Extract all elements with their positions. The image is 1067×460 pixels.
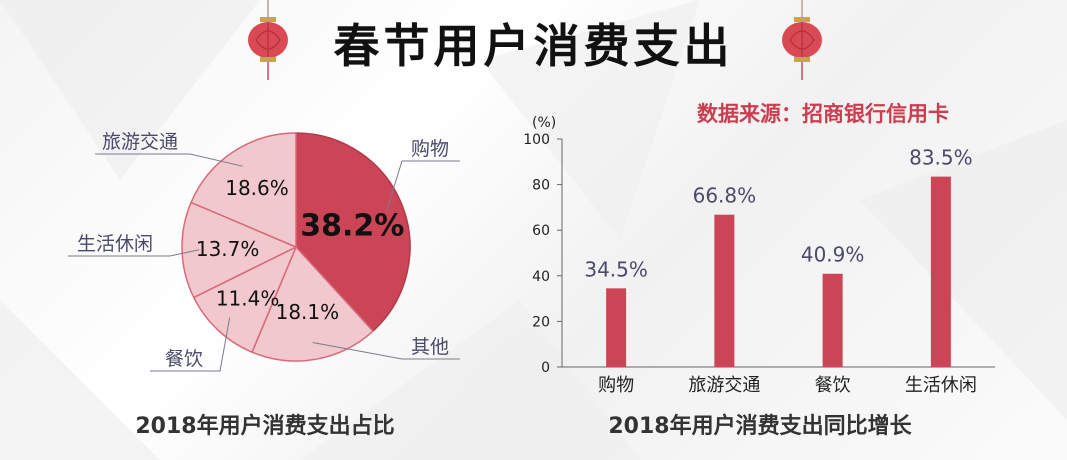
pie-percent-label: 18.1%: [276, 300, 340, 324]
pie-leader-line: [385, 160, 460, 213]
y-axis-unit: (%): [532, 115, 556, 131]
bar-value-label: 40.9%: [801, 243, 865, 267]
pie-category-label: 餐饮: [165, 348, 203, 370]
pie-category-label: 旅游交通: [102, 131, 178, 153]
pie-percent-label: 11.4%: [216, 287, 280, 311]
pie-leader-line: [150, 317, 231, 372]
pie-category-label: 生活休闲: [77, 233, 153, 255]
y-tick-label: 80: [532, 178, 550, 194]
bar: [714, 214, 735, 367]
pie-slice: [181, 201, 298, 299]
bar: [930, 176, 951, 367]
bar-chart-title: 2018年用户消费支出同比增长: [608, 414, 912, 439]
x-tick-label: 购物: [598, 375, 634, 396]
y-tick-label: 20: [532, 314, 550, 330]
lantern-icon: [772, 0, 832, 85]
x-tick-label: 生活休闲: [905, 375, 977, 396]
pie-percent-label: 38.2%: [300, 209, 404, 244]
pie-slice: [192, 245, 298, 354]
pie-chart: 38.2% 购物 18.1% 其他 11.4% 餐饮 13.7% 生活休闲 18.6% 旅游交通: [68, 131, 460, 372]
x-tick-label: 餐饮: [815, 375, 851, 396]
pie-leader-line: [312, 341, 460, 360]
lantern-icon: [238, 0, 298, 85]
y-tick-label: 100: [523, 132, 550, 148]
pie-percent-label: 18.6%: [225, 176, 289, 200]
y-tick-label: 40: [532, 269, 550, 285]
pie-leader-line: [68, 249, 200, 257]
bar: [822, 273, 843, 367]
pie-category-label: 购物: [411, 138, 449, 160]
pie-chart-title: 2018年用户消费支出占比: [135, 414, 395, 439]
bar-value-label: 34.5%: [584, 257, 648, 281]
y-tick-label: 0: [541, 360, 550, 376]
y-tick-label: 60: [532, 223, 550, 239]
pie-category-label: 其他: [411, 336, 449, 358]
pie-slice: [295, 132, 411, 333]
bar: [606, 288, 627, 367]
page-title: 春节用户消费支出: [333, 19, 734, 73]
pie-leader-line: [95, 153, 243, 167]
pie-percent-label: 13.7%: [196, 237, 260, 261]
pie-slice: [251, 245, 375, 362]
source-note: 数据来源：招商银行信用卡: [697, 102, 949, 126]
x-tick-label: 旅游交通: [688, 375, 760, 396]
bar-value-label: 83.5%: [909, 146, 973, 170]
bar-chart: (%) 0 20 40 60 80 100 34.5% 购物 66.8% 旅游交通 40.9% 餐饮 83…: [523, 115, 995, 396]
pie-slice: [190, 132, 297, 249]
bar-value-label: 66.8%: [693, 184, 757, 208]
